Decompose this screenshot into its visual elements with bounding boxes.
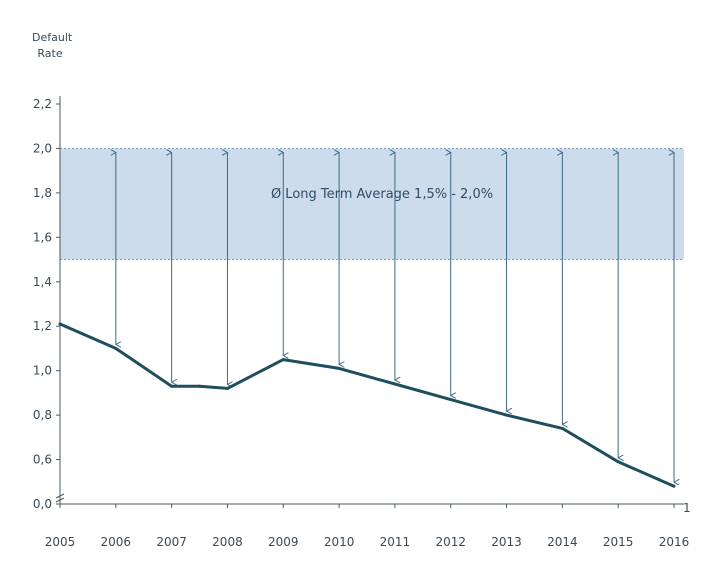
data-point: [281, 358, 285, 362]
long-term-average-band: [60, 148, 684, 260]
x-tick-label: 2010: [324, 535, 355, 549]
band-label: Ø Long Term Average 1,5% - 2,0%: [271, 187, 493, 202]
y-tick-label: 1,6: [33, 230, 52, 244]
y-tick-label: 1,8: [33, 186, 52, 200]
data-point: [449, 398, 453, 402]
data-point: [337, 366, 341, 370]
y-tick-label: 1,2: [33, 319, 52, 333]
x-tick-label: 2011: [380, 535, 411, 549]
x-tick-label: 2006: [101, 535, 132, 549]
x-tick-label: 2014: [547, 535, 578, 549]
y-tick-label: 2,0: [33, 141, 52, 155]
data-point: [672, 484, 676, 488]
x-tick-label: 2009: [268, 535, 299, 549]
data-point: [114, 346, 118, 350]
data-point: [225, 386, 229, 390]
y-axis-title-line-1: Default: [32, 31, 73, 44]
default-rate-line: [59, 322, 675, 488]
axis-break-mark: [55, 493, 65, 503]
y-tick-label: 0,8: [33, 408, 52, 422]
y-tick-label: 0,0: [33, 497, 52, 511]
y-tick-label: 1,0: [33, 364, 52, 378]
x-tick-label: 2005: [45, 535, 76, 549]
data-point: [58, 322, 62, 326]
x-tick-label: 2015: [603, 535, 634, 549]
y-axis-title: Default Rate: [32, 30, 73, 62]
x-axis-end-label: 1: [683, 501, 691, 515]
data-point: [560, 426, 564, 430]
x-tick-label: 2007: [156, 535, 187, 549]
x-tick-label: 2016: [659, 535, 690, 549]
data-point: [616, 460, 620, 464]
y-tick-label: 1,4: [33, 275, 52, 289]
y-tick-label: 0,6: [33, 453, 52, 467]
data-point: [198, 384, 202, 388]
x-tick-label: 2008: [212, 535, 243, 549]
y-axis-title-line-2: Rate: [37, 47, 63, 60]
x-tick-label: 2013: [491, 535, 522, 549]
y-tick-label: 2,2: [33, 97, 52, 111]
x-tick-label: 2012: [435, 535, 466, 549]
data-point: [170, 384, 174, 388]
data-point: [505, 413, 509, 417]
data-point: [393, 382, 397, 386]
